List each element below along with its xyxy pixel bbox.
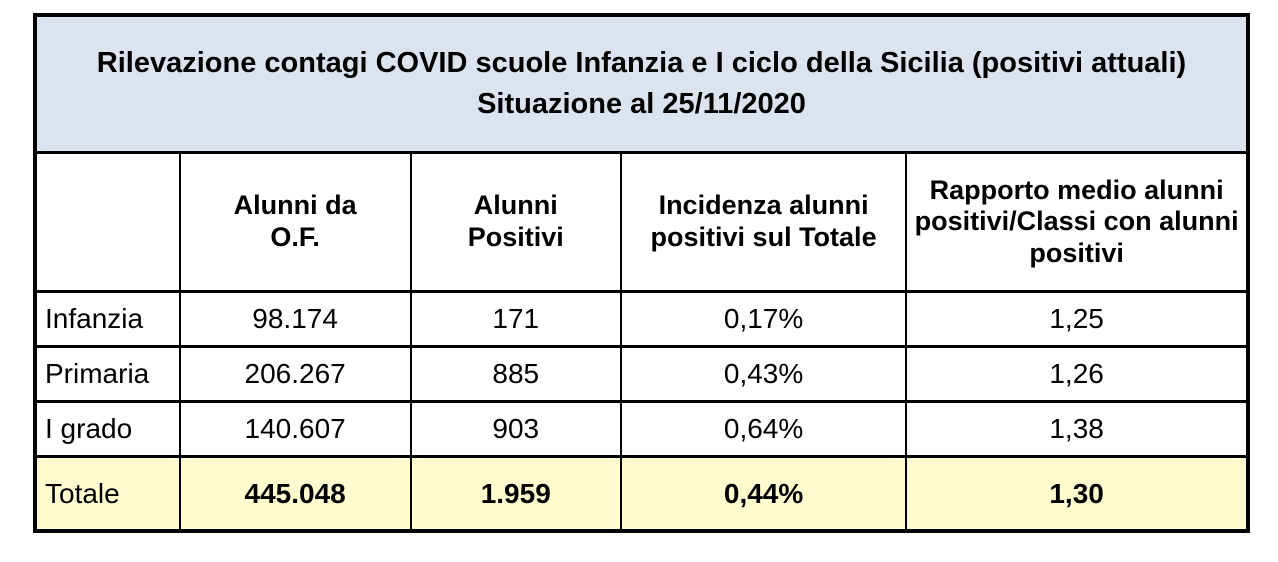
cell-incidenza: 0,64%: [619, 400, 908, 459]
cell-incidenza: 0,43%: [619, 345, 908, 404]
column-header-label: Alunni da O.F.: [233, 190, 357, 253]
row-label: Totale: [37, 455, 181, 530]
data-table: Alunni da O.F. Alunni Positivi Incidenza…: [37, 154, 1246, 530]
cell-alunni-positivi: 903: [409, 400, 622, 459]
corner-cell: [37, 154, 181, 294]
cell-alunni-positivi: 1.959: [409, 455, 622, 530]
cell-incidenza: 0,17%: [619, 290, 908, 349]
table-row-i-grado: I grado 140.607 903 0,64% 1,38: [37, 400, 1246, 459]
cell-alunni-positivi: 885: [409, 345, 622, 404]
row-label: I grado: [37, 400, 181, 459]
cell-alunni-da-of: 206.267: [178, 345, 412, 404]
cell-rapporto-medio: 1,26: [905, 345, 1246, 404]
cell-incidenza: 0,44%: [619, 455, 908, 530]
covid-contagion-table: Rilevazione contagi COVID scuole Infanzi…: [33, 13, 1250, 534]
cell-rapporto-medio: 1,38: [905, 400, 1246, 459]
table-row-totale: Totale 445.048 1.959 0,44% 1,30: [37, 455, 1246, 530]
column-header-label: Incidenza alunni positivi sul Totale: [650, 190, 877, 253]
row-label: Infanzia: [37, 290, 181, 349]
cell-rapporto-medio: 1,25: [905, 290, 1246, 349]
column-header-alunni-positivi: Alunni Positivi: [409, 154, 622, 294]
cell-alunni-da-of: 445.048: [178, 455, 412, 530]
column-header-alunni-da-of: Alunni da O.F.: [178, 154, 412, 294]
title-line-1: Rilevazione contagi COVID scuole Infanzi…: [96, 47, 1187, 79]
header-row: Alunni da O.F. Alunni Positivi Incidenza…: [37, 154, 1246, 294]
column-header-label: Alunni Positivi: [467, 190, 564, 253]
table-row-primaria: Primaria 206.267 885 0,43% 1,26: [37, 345, 1246, 404]
cell-alunni-da-of: 98.174: [178, 290, 412, 349]
row-label: Primaria: [37, 345, 181, 404]
title-line-2: Situazione al 25/11/2020: [477, 88, 806, 121]
cell-rapporto-medio: 1,30: [905, 455, 1246, 530]
table-title: Rilevazione contagi COVID scuole Infanzi…: [37, 17, 1246, 155]
column-header-incidenza: Incidenza alunni positivi sul Totale: [619, 154, 908, 294]
column-header-label: Rapporto medio alunni positivi/Classi co…: [914, 174, 1239, 269]
cell-alunni-positivi: 171: [409, 290, 622, 349]
column-header-rapporto-medio: Rapporto medio alunni positivi/Classi co…: [905, 154, 1246, 294]
cell-alunni-da-of: 140.607: [178, 400, 412, 459]
table-row-infanzia: Infanzia 98.174 171 0,17% 1,25: [37, 290, 1246, 349]
